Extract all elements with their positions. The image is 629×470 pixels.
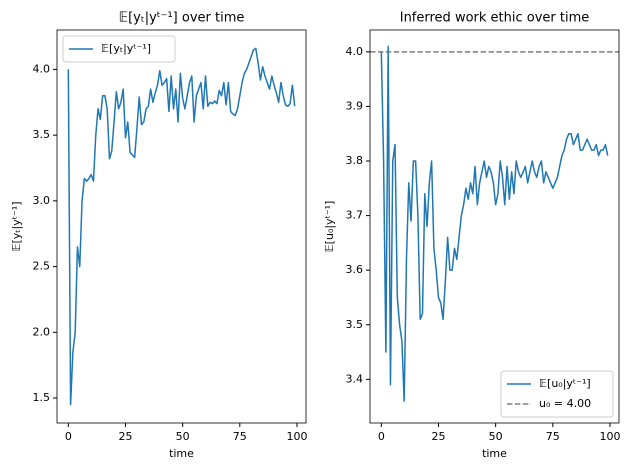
- x-tick-label: 75: [233, 430, 247, 443]
- y-tick-label: 3.6: [346, 263, 364, 276]
- y-tick-label: 4.0: [33, 62, 51, 75]
- y-tick-label: 3.0: [33, 194, 51, 207]
- chart-title: Inferred work ethic over time: [400, 11, 590, 26]
- x-tick-label: 100: [286, 430, 307, 443]
- y-tick-label: 3.5: [346, 318, 364, 331]
- legend-label: u₀ = 4.00: [539, 397, 591, 410]
- x-tick-label: 75: [546, 430, 560, 443]
- y-axis-label: 𝔼[u₀|yᵗ⁻¹]: [323, 201, 336, 253]
- y-tick-label: 3.9: [346, 99, 364, 112]
- x-axis-label: time: [169, 447, 194, 460]
- y-tick-label: 3.5: [33, 128, 51, 141]
- y-tick-label: 3.7: [346, 209, 364, 222]
- x-tick-label: 50: [489, 430, 503, 443]
- y-axis-label: 𝔼[yₜ|yᵗ⁻¹]: [10, 201, 23, 251]
- legend-label: 𝔼[u₀|yᵗ⁻¹]: [539, 377, 591, 390]
- x-tick-label: 0: [65, 430, 72, 443]
- legend: 𝔼[u₀|yᵗ⁻¹] u₀ = 4.00: [500, 370, 614, 418]
- data-line: [67, 47, 296, 406]
- legend-box: [500, 370, 614, 418]
- y-tick-label: 2.5: [33, 260, 51, 273]
- legend: 𝔼[yₜ|yᵗ⁻¹]: [62, 35, 176, 63]
- legend-box: [62, 35, 176, 63]
- y-tick-label: 4.0: [346, 45, 364, 58]
- legend-label: 𝔼[yₜ|yᵗ⁻¹]: [101, 42, 151, 55]
- x-tick-label: 25: [431, 430, 445, 443]
- y-tick-label: 1.5: [33, 391, 51, 404]
- x-tick-label: 50: [176, 430, 190, 443]
- x-axis-label: time: [482, 447, 507, 460]
- data-line: [380, 45, 609, 402]
- x-tick-label: 100: [599, 430, 620, 443]
- x-tick-label: 25: [118, 430, 132, 443]
- y-tick-label: 2.0: [33, 325, 51, 338]
- y-tick-label: 3.4: [346, 372, 364, 385]
- chart-title: 𝔼[yₜ|yᵗ⁻¹] over time: [119, 11, 245, 26]
- axes-frame: [56, 29, 307, 424]
- x-tick-label: 0: [378, 430, 385, 443]
- axes-frame: [369, 29, 620, 424]
- y-tick-label: 3.8: [346, 154, 364, 167]
